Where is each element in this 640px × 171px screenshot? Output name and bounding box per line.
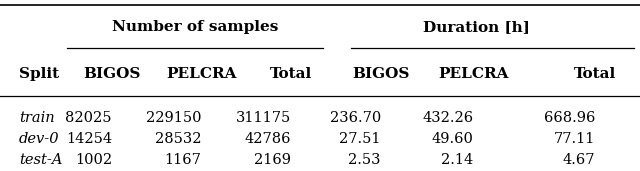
Text: 311175: 311175 (236, 111, 291, 125)
Text: 2169: 2169 (254, 153, 291, 167)
Text: 42786: 42786 (244, 132, 291, 146)
Text: PELCRA: PELCRA (438, 67, 509, 81)
Text: 4.67: 4.67 (563, 153, 595, 167)
Text: BIGOS: BIGOS (352, 67, 410, 81)
Text: 2.53: 2.53 (348, 153, 381, 167)
Text: 49.60: 49.60 (432, 132, 474, 146)
Text: 77.11: 77.11 (554, 132, 595, 146)
Text: 1002: 1002 (75, 153, 112, 167)
Text: Total: Total (574, 67, 616, 81)
Text: 27.51: 27.51 (339, 132, 381, 146)
Text: 668.96: 668.96 (544, 111, 595, 125)
Text: 28532: 28532 (155, 132, 202, 146)
Text: Total: Total (270, 67, 312, 81)
Text: Split: Split (19, 67, 60, 81)
Text: 229150: 229150 (146, 111, 202, 125)
Text: PELCRA: PELCRA (166, 67, 237, 81)
Text: train: train (19, 111, 55, 125)
Text: test-A: test-A (19, 153, 63, 167)
Text: 82025: 82025 (65, 111, 112, 125)
Text: Number of samples: Number of samples (112, 20, 278, 34)
Text: 432.26: 432.26 (422, 111, 474, 125)
Text: 14254: 14254 (66, 132, 112, 146)
Text: Duration [h]: Duration [h] (424, 20, 530, 34)
Text: 1167: 1167 (164, 153, 202, 167)
Text: 236.70: 236.70 (330, 111, 381, 125)
Text: BIGOS: BIGOS (83, 67, 141, 81)
Text: 2.14: 2.14 (442, 153, 474, 167)
Text: dev-0: dev-0 (19, 132, 60, 146)
